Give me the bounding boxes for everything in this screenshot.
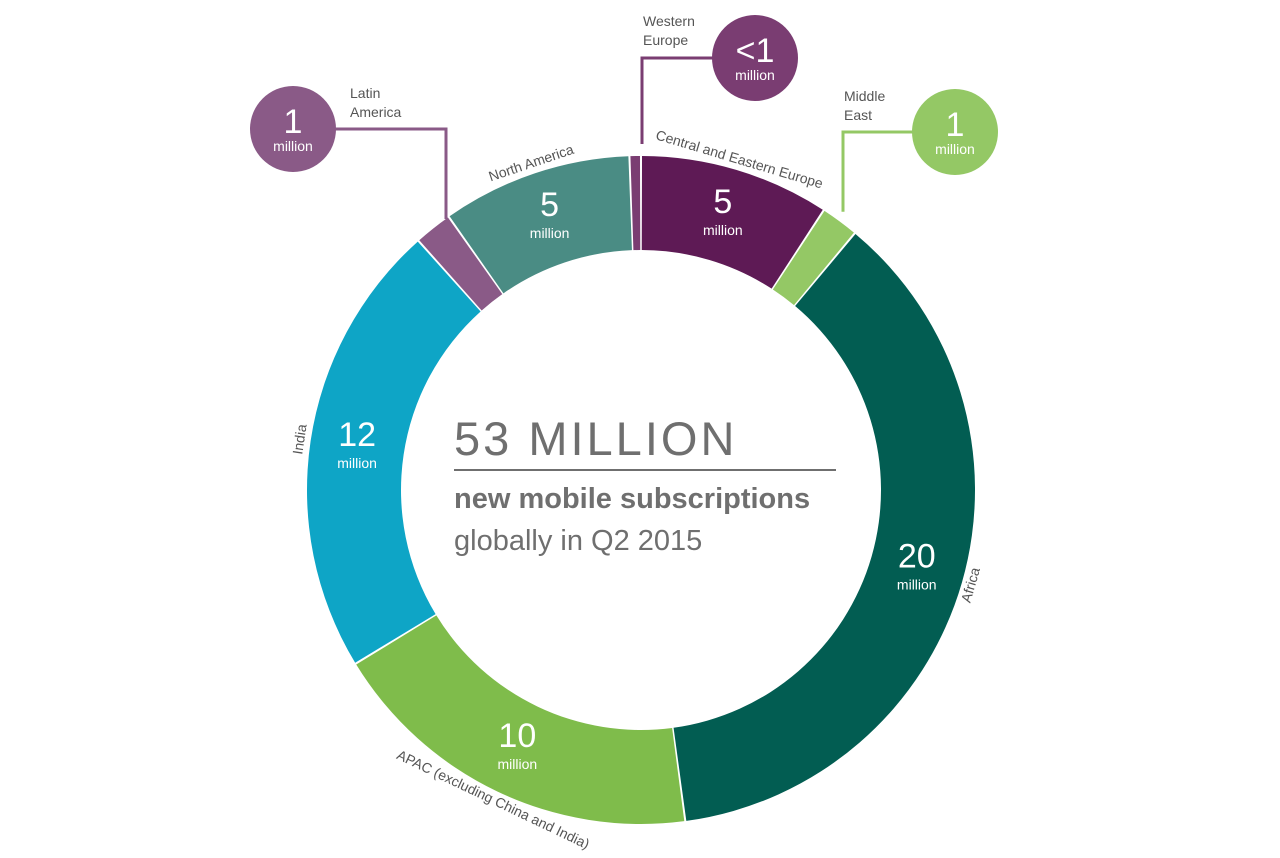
unit-label-north-america: million (530, 225, 570, 241)
unit-label-central-eastern-europe: million (703, 222, 743, 238)
callout-bubble-western-europe (712, 15, 798, 101)
segment-value-labels: 5million20million10million12million5mill… (337, 183, 936, 772)
callout-bubble-middle-east (912, 89, 998, 175)
region-label-middle-east-line-2: East (844, 107, 872, 123)
callout-line-latin-america (293, 127, 448, 220)
slice-western-europe (630, 156, 641, 251)
region-label-latin-america-line-2: America (350, 104, 402, 120)
value-label-central-eastern-europe: 5 (713, 183, 732, 221)
region-label-india: India (289, 423, 309, 456)
headline: 53 MILLION (454, 412, 737, 465)
subtitle-line-1: new mobile subscriptions (454, 483, 810, 515)
value-label-apac: 10 (498, 717, 536, 755)
slice-latin-america (419, 217, 503, 311)
value-label-middle-east: 1 (946, 106, 965, 144)
region-label-western-europe-line-2: Europe (643, 32, 688, 48)
value-label-western-europe: <1 (736, 32, 775, 70)
value-label-latin-america: 1 (284, 103, 303, 141)
slice-central-eastern-europe (641, 156, 823, 289)
unit-label-apac: million (497, 756, 537, 772)
region-label-western-europe-line-1: Western (643, 13, 695, 29)
value-label-india: 12 (338, 416, 376, 454)
value-label-africa: 20 (898, 537, 936, 575)
value-label-north-america: 5 (540, 186, 559, 224)
unit-label-middle-east: million (935, 141, 975, 157)
slice-middle-east (772, 210, 854, 306)
slice-india (306, 241, 481, 663)
center-text: 53 MILLION new mobile subscriptions glob… (454, 412, 836, 557)
unit-label-africa: million (897, 576, 937, 592)
unit-label-western-europe: million (735, 67, 775, 83)
unit-label-latin-america: million (273, 138, 313, 154)
region-label-latin-america-line-1: Latin (350, 85, 380, 101)
slice-africa (673, 233, 976, 821)
slice-north-america (449, 156, 632, 294)
callout-bubble-latin-america (250, 86, 336, 172)
subtitle-line-2: globally in Q2 2015 (454, 525, 702, 557)
slice-apac (356, 615, 685, 824)
region-label-middle-east-line-1: Middle (844, 88, 885, 104)
donut-ring (306, 156, 976, 824)
unit-label-india: million (337, 455, 377, 471)
